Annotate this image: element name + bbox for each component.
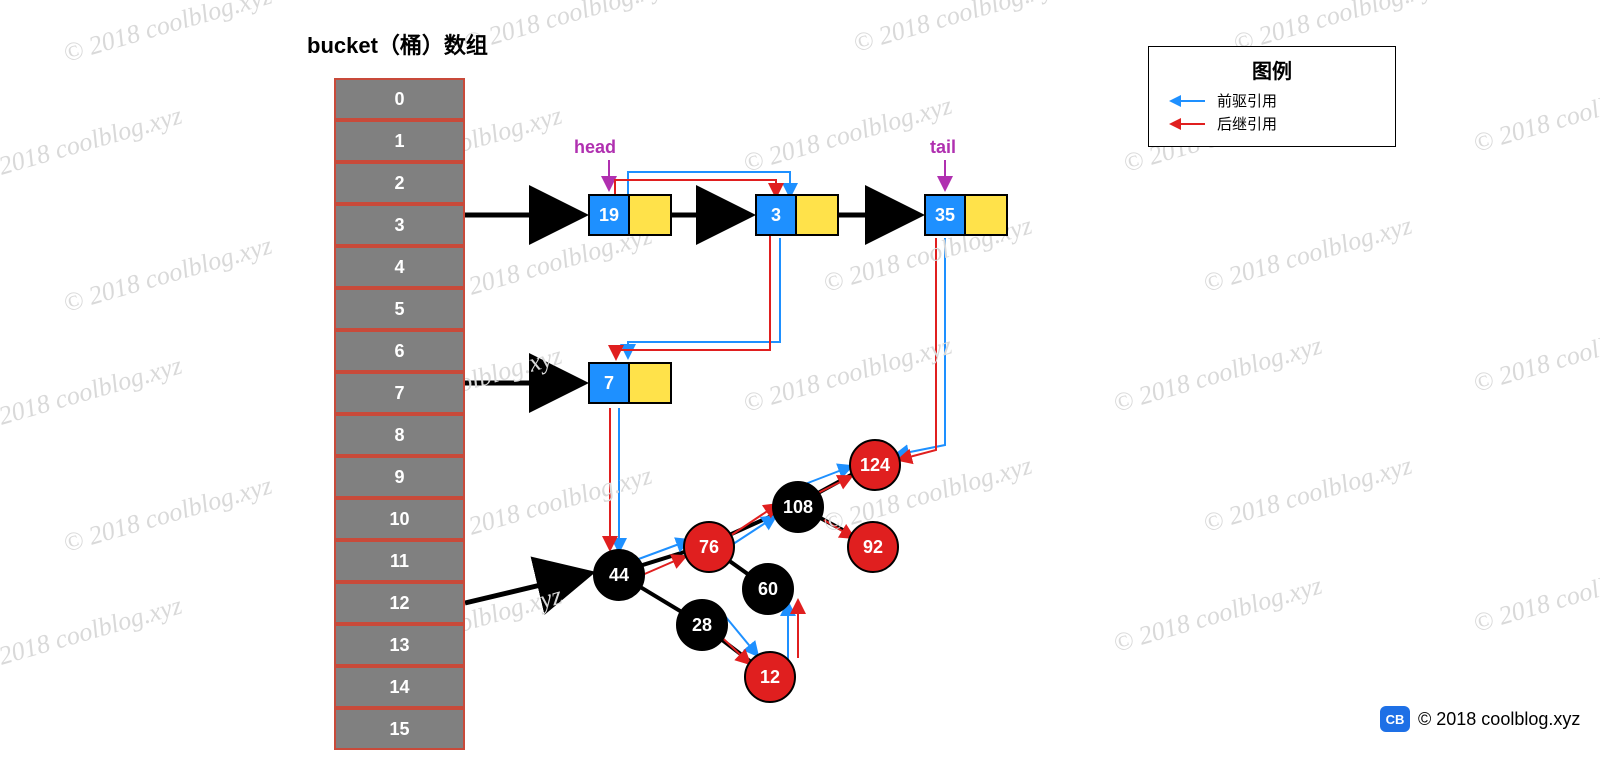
- next-ref-arrow: [898, 238, 936, 460]
- bucket-cell: 14: [334, 666, 465, 708]
- prev-ref-arrow: [628, 238, 780, 358]
- list-node-35: 35: [924, 194, 1008, 236]
- bucket-cell: 12: [334, 582, 465, 624]
- bucket-cell: 4: [334, 246, 465, 288]
- list-node-next: [630, 362, 672, 404]
- tree-node-92: 92: [847, 521, 899, 573]
- bucket-cell: 10: [334, 498, 465, 540]
- hash-arrow: [465, 573, 591, 603]
- bucket-cell: 13: [334, 624, 465, 666]
- bucket-cell: 0: [334, 78, 465, 120]
- tree-node-124: 124: [849, 439, 901, 491]
- tree-node-76: 76: [683, 521, 735, 573]
- legend: 图例前驱引用后继引用: [1148, 46, 1396, 147]
- bucket-array-title: bucket（桶）数组: [307, 28, 488, 60]
- list-node-next: [966, 194, 1008, 236]
- list-node-value: 35: [924, 194, 966, 236]
- bucket-cell: 11: [334, 540, 465, 582]
- list-node-value: 3: [755, 194, 797, 236]
- tree-node-44: 44: [593, 549, 645, 601]
- legend-arrow-icon: [1167, 117, 1207, 131]
- bucket-cell: 3: [334, 204, 465, 246]
- legend-text: 后继引用: [1217, 113, 1277, 134]
- credit: CB © 2018 coolblog.xyz: [1380, 706, 1580, 732]
- list-node-value: 7: [588, 362, 630, 404]
- legend-title: 图例: [1167, 55, 1377, 84]
- list-node-7: 7: [588, 362, 672, 404]
- bucket-cell: 1: [334, 120, 465, 162]
- next-ref-arrow: [616, 236, 770, 359]
- tree-node-12: 12: [744, 651, 796, 703]
- legend-row: 后继引用: [1167, 113, 1377, 134]
- bucket-cell: 7: [334, 372, 465, 414]
- list-node-3: 3: [755, 194, 839, 236]
- tree-node-28: 28: [676, 599, 728, 651]
- legend-arrow-icon: [1167, 94, 1207, 108]
- credit-text: © 2018 coolblog.xyz: [1418, 709, 1580, 730]
- list-node-19: 19: [588, 194, 672, 236]
- tail-label: tail: [930, 137, 956, 158]
- list-node-next: [797, 194, 839, 236]
- bucket-cell: 2: [334, 162, 465, 204]
- cb-badge-icon: CB: [1380, 706, 1410, 732]
- tree-node-108: 108: [772, 481, 824, 533]
- head-label: head: [574, 137, 616, 158]
- list-node-next: [630, 194, 672, 236]
- bucket-cell: 6: [334, 330, 465, 372]
- bucket-cell: 9: [334, 456, 465, 498]
- tree-node-60: 60: [742, 563, 794, 615]
- bucket-cell: 5: [334, 288, 465, 330]
- list-node-value: 19: [588, 194, 630, 236]
- legend-row: 前驱引用: [1167, 90, 1377, 111]
- legend-text: 前驱引用: [1217, 90, 1277, 111]
- bucket-cell: 15: [334, 708, 465, 750]
- prev-ref-arrow: [895, 238, 945, 455]
- bucket-cell: 8: [334, 414, 465, 456]
